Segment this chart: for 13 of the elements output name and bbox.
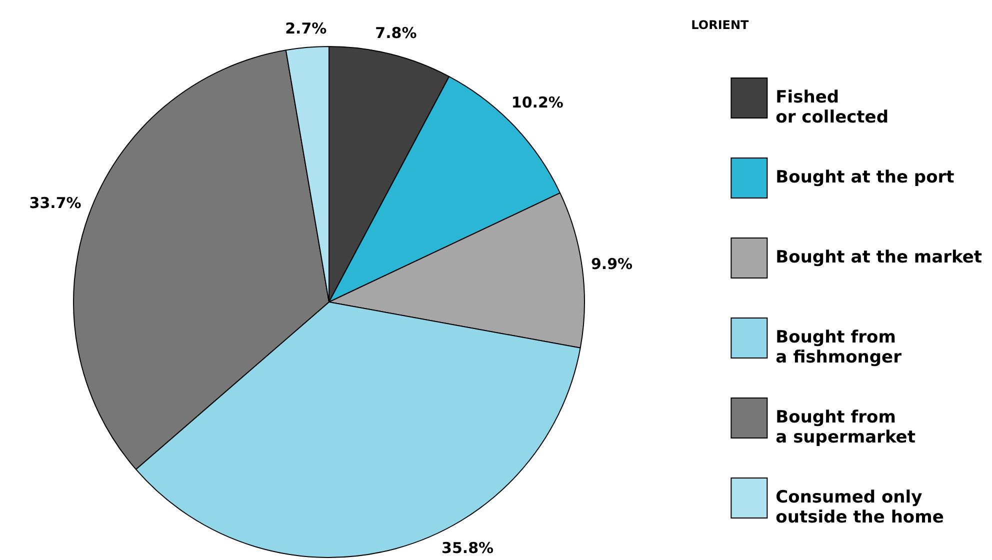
data-label: 9.9% [590,254,633,273]
legend-label: Bought at the market [776,247,982,268]
legend-label: Bought from a fishmonger [776,327,902,368]
legend-label: Fished or collected [776,87,889,128]
data-label: 33.7% [29,194,82,212]
data-label: 2.7% [285,20,327,38]
legend-title: LORIENT [691,18,750,32]
legend-label: Consumed only outside the home [776,487,944,528]
legend-label: Bought from a supermarket [776,407,916,448]
data-label: 10.2% [511,93,564,112]
data-label: 35.8% [442,538,494,557]
data-label: 7.8% [375,24,417,42]
legend-label: Bought at the port [776,167,954,188]
